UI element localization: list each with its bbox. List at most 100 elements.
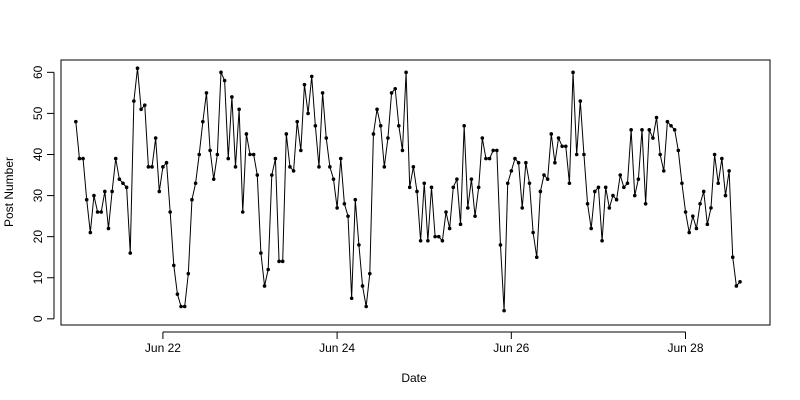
data-point bbox=[201, 119, 205, 124]
data-point bbox=[614, 197, 619, 202]
data-point bbox=[262, 284, 267, 288]
data-point bbox=[436, 234, 441, 239]
data-point bbox=[462, 123, 466, 128]
data-point bbox=[219, 70, 223, 75]
data-point bbox=[360, 284, 365, 288]
data-point bbox=[222, 78, 227, 83]
data-point bbox=[505, 181, 510, 186]
data-point bbox=[455, 177, 459, 181]
data-point bbox=[168, 210, 172, 214]
data-point bbox=[190, 197, 194, 202]
y-axis-label: Post Number bbox=[2, 157, 16, 227]
data-point bbox=[404, 70, 408, 75]
data-point bbox=[204, 91, 209, 95]
data-point bbox=[571, 70, 575, 75]
data-point bbox=[77, 156, 82, 161]
data-point bbox=[153, 136, 158, 140]
data-point bbox=[386, 136, 390, 140]
data-point bbox=[288, 165, 292, 169]
data-point bbox=[117, 177, 122, 181]
data-point bbox=[411, 165, 416, 169]
data-point bbox=[683, 210, 688, 214]
data-point bbox=[103, 189, 107, 194]
data-point bbox=[734, 284, 739, 288]
data-point bbox=[113, 156, 118, 161]
data-point bbox=[676, 148, 681, 153]
data-point bbox=[320, 91, 325, 95]
data-point bbox=[415, 189, 419, 194]
data-point bbox=[302, 82, 307, 87]
data-point bbox=[643, 202, 648, 206]
data-point bbox=[520, 206, 525, 210]
data-point bbox=[444, 210, 448, 214]
data-point bbox=[549, 132, 554, 136]
data-point bbox=[578, 99, 583, 103]
data-point bbox=[182, 304, 187, 309]
data-point bbox=[135, 66, 140, 71]
y-tick-label: 20 bbox=[31, 230, 45, 244]
data-point bbox=[593, 189, 597, 194]
data-point bbox=[629, 128, 633, 132]
data-point bbox=[487, 156, 492, 161]
data-point bbox=[531, 230, 535, 235]
data-point bbox=[81, 156, 85, 161]
data-point bbox=[738, 280, 742, 284]
data-point bbox=[382, 165, 387, 169]
data-point bbox=[509, 169, 514, 173]
data-point bbox=[371, 132, 376, 136]
data-point bbox=[164, 160, 169, 165]
data-point bbox=[389, 91, 394, 95]
x-tick-label: Jun 24 bbox=[319, 341, 355, 355]
x-tick-label: Jun 26 bbox=[493, 341, 529, 355]
data-point bbox=[124, 185, 129, 190]
data-point bbox=[527, 181, 532, 186]
data-point bbox=[426, 238, 430, 243]
data-point bbox=[730, 255, 735, 260]
data-point bbox=[368, 271, 372, 276]
data-point bbox=[607, 206, 612, 210]
data-point bbox=[524, 160, 528, 165]
data-point bbox=[513, 156, 517, 161]
data-point bbox=[357, 243, 361, 247]
data-point bbox=[208, 148, 212, 153]
data-point bbox=[400, 148, 405, 153]
data-point bbox=[175, 292, 180, 296]
data-point bbox=[560, 144, 564, 149]
data-point bbox=[295, 119, 300, 124]
x-axis: Jun 22 Jun 24 Jun 26 Jun 28 bbox=[145, 331, 704, 355]
data-point bbox=[440, 238, 445, 243]
data-point bbox=[625, 181, 630, 186]
data-point bbox=[422, 181, 427, 186]
data-point bbox=[342, 202, 347, 206]
data-point bbox=[179, 304, 183, 309]
data-point bbox=[698, 202, 702, 206]
y-tick-label: 30 bbox=[31, 189, 45, 203]
data-point bbox=[516, 160, 521, 165]
data-point bbox=[647, 128, 652, 132]
data-point bbox=[480, 136, 485, 140]
data-point bbox=[95, 210, 100, 214]
data-point bbox=[324, 136, 329, 140]
data-point bbox=[378, 123, 383, 128]
data-point bbox=[157, 189, 162, 194]
data-point bbox=[197, 152, 202, 157]
data-point bbox=[622, 185, 626, 190]
data-point bbox=[397, 123, 401, 128]
data-point bbox=[328, 165, 332, 169]
data-point bbox=[658, 152, 662, 157]
data-point bbox=[498, 243, 503, 247]
y-tick-label: 0 bbox=[31, 315, 45, 322]
data-point bbox=[502, 308, 506, 313]
data-point bbox=[567, 181, 572, 186]
data-point bbox=[259, 251, 263, 255]
data-point bbox=[680, 181, 684, 186]
data-point bbox=[723, 193, 728, 198]
series-points bbox=[74, 66, 742, 313]
data-point bbox=[582, 152, 586, 157]
data-point bbox=[705, 222, 710, 227]
data-point bbox=[473, 214, 477, 218]
data-point bbox=[248, 152, 252, 157]
data-point bbox=[251, 152, 256, 157]
series-line bbox=[75, 68, 741, 311]
data-point bbox=[465, 206, 470, 210]
